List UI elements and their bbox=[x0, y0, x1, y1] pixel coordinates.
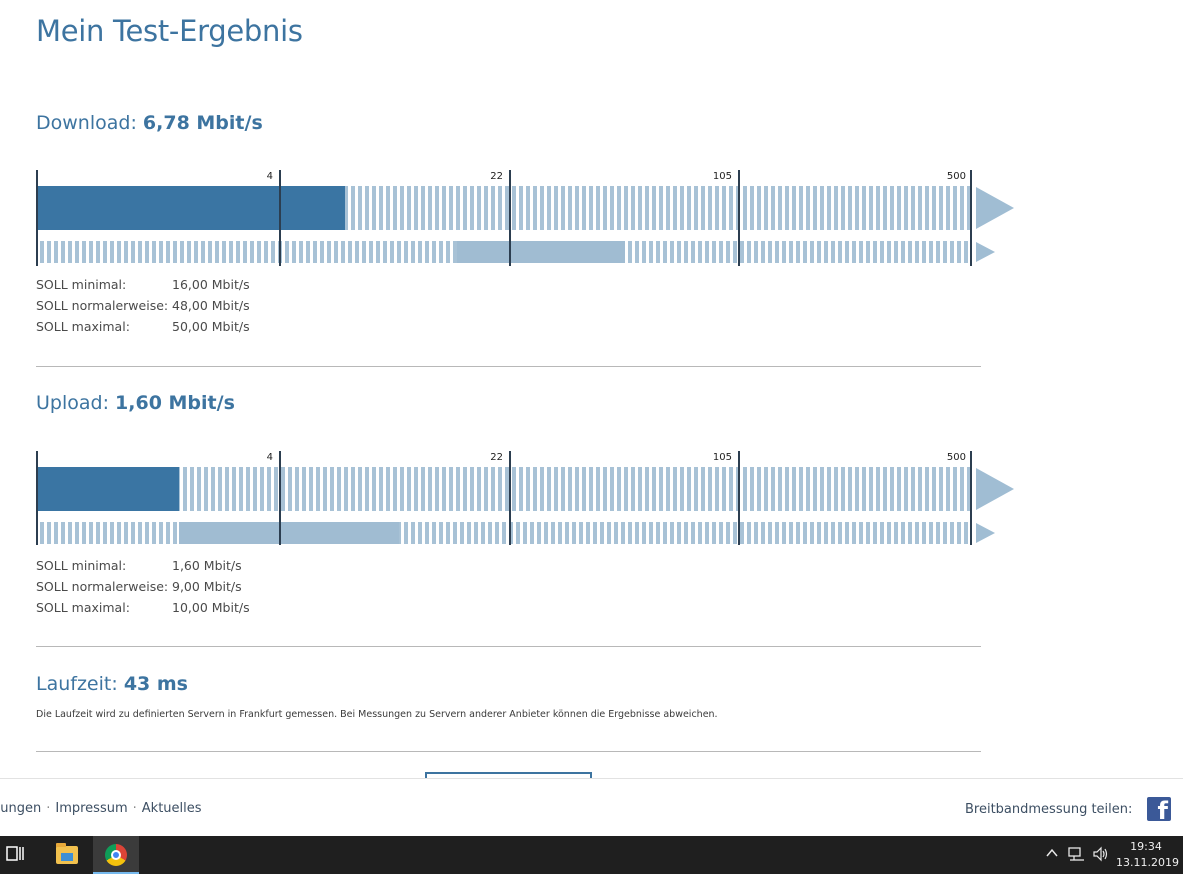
download-expected-range bbox=[457, 241, 625, 263]
download-tick bbox=[738, 170, 740, 266]
upload-value: 1,60 Mbit/s bbox=[115, 392, 235, 414]
soll-value: 50,00 Mbit/s bbox=[172, 319, 250, 334]
download-tick-label: 105 bbox=[712, 171, 732, 182]
upload-soll-list: SOLL minimal: 1,60 Mbit/s SOLL normalerwe… bbox=[36, 555, 250, 618]
footer-link-impressum[interactable]: Impressum bbox=[55, 801, 128, 816]
upload-tick-origin bbox=[36, 451, 38, 545]
soll-value: 16,00 Mbit/s bbox=[172, 277, 250, 292]
soll-row: SOLL normalerweise: 9,00 Mbit/s bbox=[36, 576, 250, 597]
section-divider bbox=[36, 646, 981, 647]
download-value: 6,78 Mbit/s bbox=[142, 112, 263, 134]
soll-row: SOLL minimal: 16,00 Mbit/s bbox=[36, 274, 250, 295]
footer-link-aktuelles[interactable]: Aktuelles bbox=[141, 801, 202, 816]
upload-tick-label: 500 bbox=[946, 452, 966, 463]
page-title: Mein Test-Ergebnis bbox=[36, 14, 303, 48]
soll-value: 1,60 Mbit/s bbox=[172, 558, 242, 573]
download-tick-origin bbox=[36, 170, 38, 266]
file-explorer-icon[interactable] bbox=[56, 843, 78, 864]
soll-row: SOLL minimal: 1,60 Mbit/s bbox=[36, 555, 250, 576]
footer-links: gungen · Impressum · Aktuelles bbox=[0, 801, 202, 816]
laufzeit-value: 43 ms bbox=[123, 673, 188, 695]
upload-expected-range bbox=[179, 522, 399, 544]
soll-label: SOLL normalerweise: bbox=[36, 298, 169, 313]
download-tick-label: 22 bbox=[490, 171, 503, 182]
download-heading: Download: 6,78 Mbit/s bbox=[36, 112, 263, 134]
soll-label: SOLL minimal: bbox=[36, 558, 127, 573]
taskbar-chrome-button[interactable] bbox=[93, 836, 139, 874]
clock-time: 19:34 bbox=[1130, 840, 1162, 853]
soll-label: SOLL maximal: bbox=[36, 319, 130, 334]
laufzeit-heading: Laufzeit: 43 ms bbox=[36, 673, 188, 695]
download-small-arrow-icon bbox=[976, 242, 995, 262]
upload-meter: 4 22 105 500 bbox=[36, 451, 1026, 547]
download-meter: 4 22 105 500 bbox=[36, 170, 1026, 266]
laufzeit-label: Laufzeit: bbox=[36, 673, 118, 695]
soll-value: 9,00 Mbit/s bbox=[172, 579, 242, 594]
footer: gungen · Impressum · Aktuelles Breitbandmess… bbox=[0, 778, 1183, 836]
upload-tick-label: 4 bbox=[266, 452, 273, 463]
soll-label: SOLL normalerweise: bbox=[36, 579, 169, 594]
chrome-icon bbox=[105, 844, 127, 866]
soll-label: SOLL maximal: bbox=[36, 600, 130, 615]
download-tick-label: 4 bbox=[266, 171, 273, 182]
volume-icon[interactable] bbox=[1092, 846, 1110, 866]
upload-heading: Upload: 1,60 Mbit/s bbox=[36, 392, 235, 414]
footer-separator: · bbox=[132, 801, 137, 816]
download-measured-fill bbox=[36, 186, 345, 230]
upload-tick bbox=[738, 451, 740, 545]
section-divider bbox=[36, 366, 981, 367]
soll-value: 48,00 Mbit/s bbox=[172, 298, 250, 313]
soll-label: SOLL minimal: bbox=[36, 277, 127, 292]
footer-link-bedingungen[interactable]: gungen bbox=[0, 801, 42, 816]
clock-date: 13.11.2019 bbox=[1116, 856, 1179, 869]
footer-separator: · bbox=[46, 801, 51, 816]
section-divider bbox=[36, 751, 981, 752]
upload-tick bbox=[509, 451, 511, 545]
upload-tick bbox=[279, 451, 281, 545]
upload-tick-label: 22 bbox=[490, 452, 503, 463]
upload-measured-fill bbox=[36, 467, 179, 511]
task-view-icon[interactable] bbox=[6, 845, 28, 865]
upload-label: Upload: bbox=[36, 392, 109, 414]
download-arrow-icon bbox=[976, 187, 1014, 229]
chevron-up-icon[interactable] bbox=[1045, 846, 1059, 864]
taskbar-clock[interactable]: 19:34 13.11.2019 bbox=[1116, 839, 1179, 871]
soll-row: SOLL maximal: 50,00 Mbit/s bbox=[36, 316, 250, 337]
upload-small-arrow-icon bbox=[976, 523, 995, 543]
facebook-icon[interactable]: f bbox=[1147, 797, 1171, 821]
upload-scale-bar bbox=[36, 467, 971, 511]
network-icon[interactable] bbox=[1068, 846, 1086, 866]
partial-button[interactable] bbox=[425, 772, 592, 782]
upload-arrow-icon bbox=[976, 468, 1014, 510]
laufzeit-note: Die Laufzeit wird zu definierten Servern… bbox=[36, 709, 718, 720]
download-tick-label: 500 bbox=[946, 171, 966, 182]
upload-tick bbox=[970, 451, 972, 545]
download-tick bbox=[509, 170, 511, 266]
share-label: Breitbandmessung teilen: bbox=[965, 802, 1133, 817]
taskbar: 19:34 13.11.2019 bbox=[0, 836, 1183, 874]
download-tick bbox=[970, 170, 972, 266]
download-soll-list: SOLL minimal: 16,00 Mbit/s SOLL normalerw… bbox=[36, 274, 250, 337]
soll-row: SOLL normalerweise: 48,00 Mbit/s bbox=[36, 295, 250, 316]
upload-tick-label: 105 bbox=[712, 452, 732, 463]
soll-row: SOLL maximal: 10,00 Mbit/s bbox=[36, 597, 250, 618]
soll-value: 10,00 Mbit/s bbox=[172, 600, 250, 615]
download-label: Download: bbox=[36, 112, 137, 134]
download-tick bbox=[279, 170, 281, 266]
